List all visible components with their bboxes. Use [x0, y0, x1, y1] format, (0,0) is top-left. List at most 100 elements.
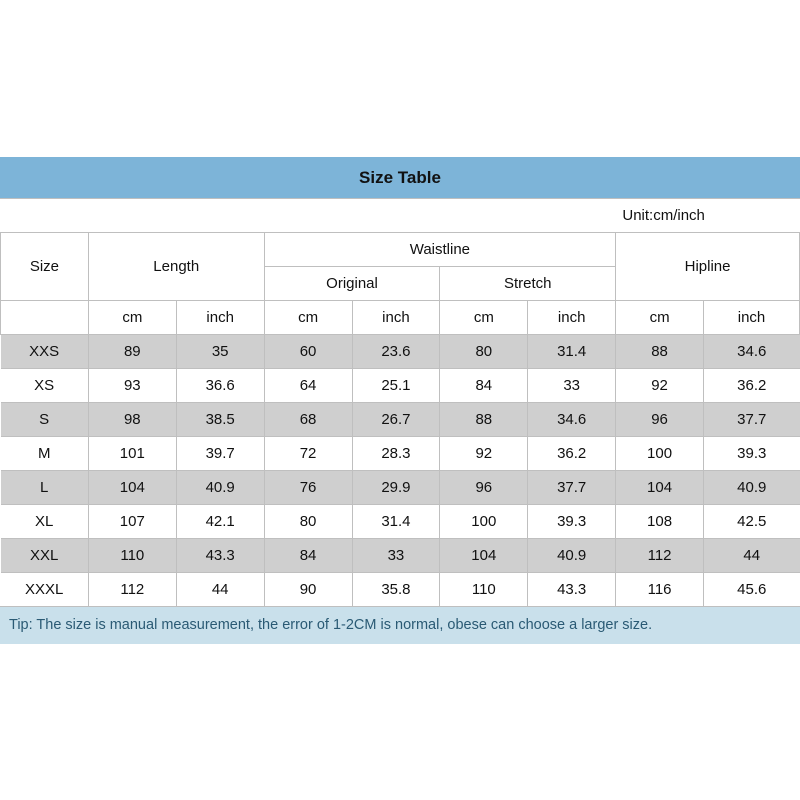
cell-orig_in: 25.1: [352, 368, 440, 402]
cell-str_cm: 92: [440, 436, 528, 470]
cell-orig_cm: 84: [264, 538, 352, 572]
cell-len_cm: 89: [88, 334, 176, 368]
cell-hip_in: 39.3: [704, 436, 800, 470]
cell-hip_cm: 100: [616, 436, 704, 470]
cell-str_in: 40.9: [528, 538, 616, 572]
cell-str_in: 33: [528, 368, 616, 402]
cell-str_in: 36.2: [528, 436, 616, 470]
cell-len_cm: 112: [88, 572, 176, 606]
header-row-units: cm inch cm inch cm inch cm inch: [1, 300, 800, 334]
cell-hip_in: 42.5: [704, 504, 800, 538]
cell-len_in: 43.3: [176, 538, 264, 572]
cell-str_cm: 96: [440, 470, 528, 504]
cell-len_in: 36.6: [176, 368, 264, 402]
cell-len_cm: 110: [88, 538, 176, 572]
cell-hip_cm: 92: [616, 368, 704, 402]
cell-orig_cm: 90: [264, 572, 352, 606]
table-row: XXL11043.3843310440.911244: [1, 538, 800, 572]
cell-str_in: 37.7: [528, 470, 616, 504]
cell-hip_in: 44: [704, 538, 800, 572]
col-length: Length: [88, 232, 264, 300]
cell-len_cm: 101: [88, 436, 176, 470]
col-waistline: Waistline: [264, 232, 616, 266]
cell-hip_in: 37.7: [704, 402, 800, 436]
unit-cm: cm: [616, 300, 704, 334]
cell-size: XS: [1, 368, 89, 402]
table-body: XXS89356023.68031.48834.6XS9336.66425.18…: [1, 334, 800, 606]
cell-str_in: 39.3: [528, 504, 616, 538]
cell-len_in: 35: [176, 334, 264, 368]
table-row: S9838.56826.78834.69637.7: [1, 402, 800, 436]
cell-orig_in: 33: [352, 538, 440, 572]
cell-size: M: [1, 436, 89, 470]
unit-row: Unit:cm/inch: [1, 198, 800, 232]
cell-orig_cm: 64: [264, 368, 352, 402]
col-size: Size: [1, 232, 89, 300]
cell-str_cm: 104: [440, 538, 528, 572]
cell-orig_in: 35.8: [352, 572, 440, 606]
cell-orig_in: 28.3: [352, 436, 440, 470]
cell-len_in: 40.9: [176, 470, 264, 504]
cell-str_in: 31.4: [528, 334, 616, 368]
cell-orig_in: 31.4: [352, 504, 440, 538]
cell-hip_cm: 104: [616, 470, 704, 504]
cell-hip_cm: 88: [616, 334, 704, 368]
tip-text: Tip: The size is manual measurement, the…: [1, 606, 800, 643]
blank-cell: [1, 300, 89, 334]
unit-cm: cm: [88, 300, 176, 334]
cell-len_in: 39.7: [176, 436, 264, 470]
cell-size: XXL: [1, 538, 89, 572]
unit-cm: cm: [264, 300, 352, 334]
cell-str_cm: 100: [440, 504, 528, 538]
cell-size: S: [1, 402, 89, 436]
cell-size: XXXL: [1, 572, 89, 606]
cell-str_in: 34.6: [528, 402, 616, 436]
cell-len_in: 44: [176, 572, 264, 606]
size-table: Size Table Unit:cm/inch Size Length Wais…: [0, 157, 800, 644]
cell-str_cm: 80: [440, 334, 528, 368]
cell-orig_cm: 68: [264, 402, 352, 436]
cell-hip_cm: 96: [616, 402, 704, 436]
cell-orig_in: 23.6: [352, 334, 440, 368]
table-row: XXS89356023.68031.48834.6: [1, 334, 800, 368]
table-title: Size Table: [1, 157, 800, 198]
table-row: XXXL112449035.811043.311645.6: [1, 572, 800, 606]
cell-len_in: 38.5: [176, 402, 264, 436]
table-row: XS9336.66425.184339236.2: [1, 368, 800, 402]
cell-str_cm: 84: [440, 368, 528, 402]
cell-len_cm: 104: [88, 470, 176, 504]
col-hipline: Hipline: [616, 232, 800, 300]
cell-orig_cm: 60: [264, 334, 352, 368]
table-row: M10139.77228.39236.210039.3: [1, 436, 800, 470]
cell-str_cm: 110: [440, 572, 528, 606]
tip-row: Tip: The size is manual measurement, the…: [1, 606, 800, 643]
cell-orig_in: 29.9: [352, 470, 440, 504]
cell-hip_cm: 112: [616, 538, 704, 572]
cell-size: L: [1, 470, 89, 504]
cell-orig_cm: 72: [264, 436, 352, 470]
cell-hip_in: 34.6: [704, 334, 800, 368]
cell-orig_cm: 76: [264, 470, 352, 504]
cell-str_cm: 88: [440, 402, 528, 436]
unit-inch: inch: [176, 300, 264, 334]
cell-hip_in: 40.9: [704, 470, 800, 504]
cell-orig_in: 26.7: [352, 402, 440, 436]
cell-str_in: 43.3: [528, 572, 616, 606]
title-row: Size Table: [1, 157, 800, 198]
cell-size: XL: [1, 504, 89, 538]
cell-len_in: 42.1: [176, 504, 264, 538]
unit-inch: inch: [352, 300, 440, 334]
unit-cm: cm: [440, 300, 528, 334]
cell-hip_cm: 108: [616, 504, 704, 538]
col-original: Original: [264, 266, 440, 300]
cell-orig_cm: 80: [264, 504, 352, 538]
unit-spacer: [1, 198, 528, 232]
unit-label: Unit:cm/inch: [528, 198, 800, 232]
cell-len_cm: 98: [88, 402, 176, 436]
header-row-1: Size Length Waistline Hipline: [1, 232, 800, 266]
unit-inch: inch: [704, 300, 800, 334]
cell-hip_in: 36.2: [704, 368, 800, 402]
table-row: XL10742.18031.410039.310842.5: [1, 504, 800, 538]
cell-size: XXS: [1, 334, 89, 368]
table-row: L10440.97629.99637.710440.9: [1, 470, 800, 504]
